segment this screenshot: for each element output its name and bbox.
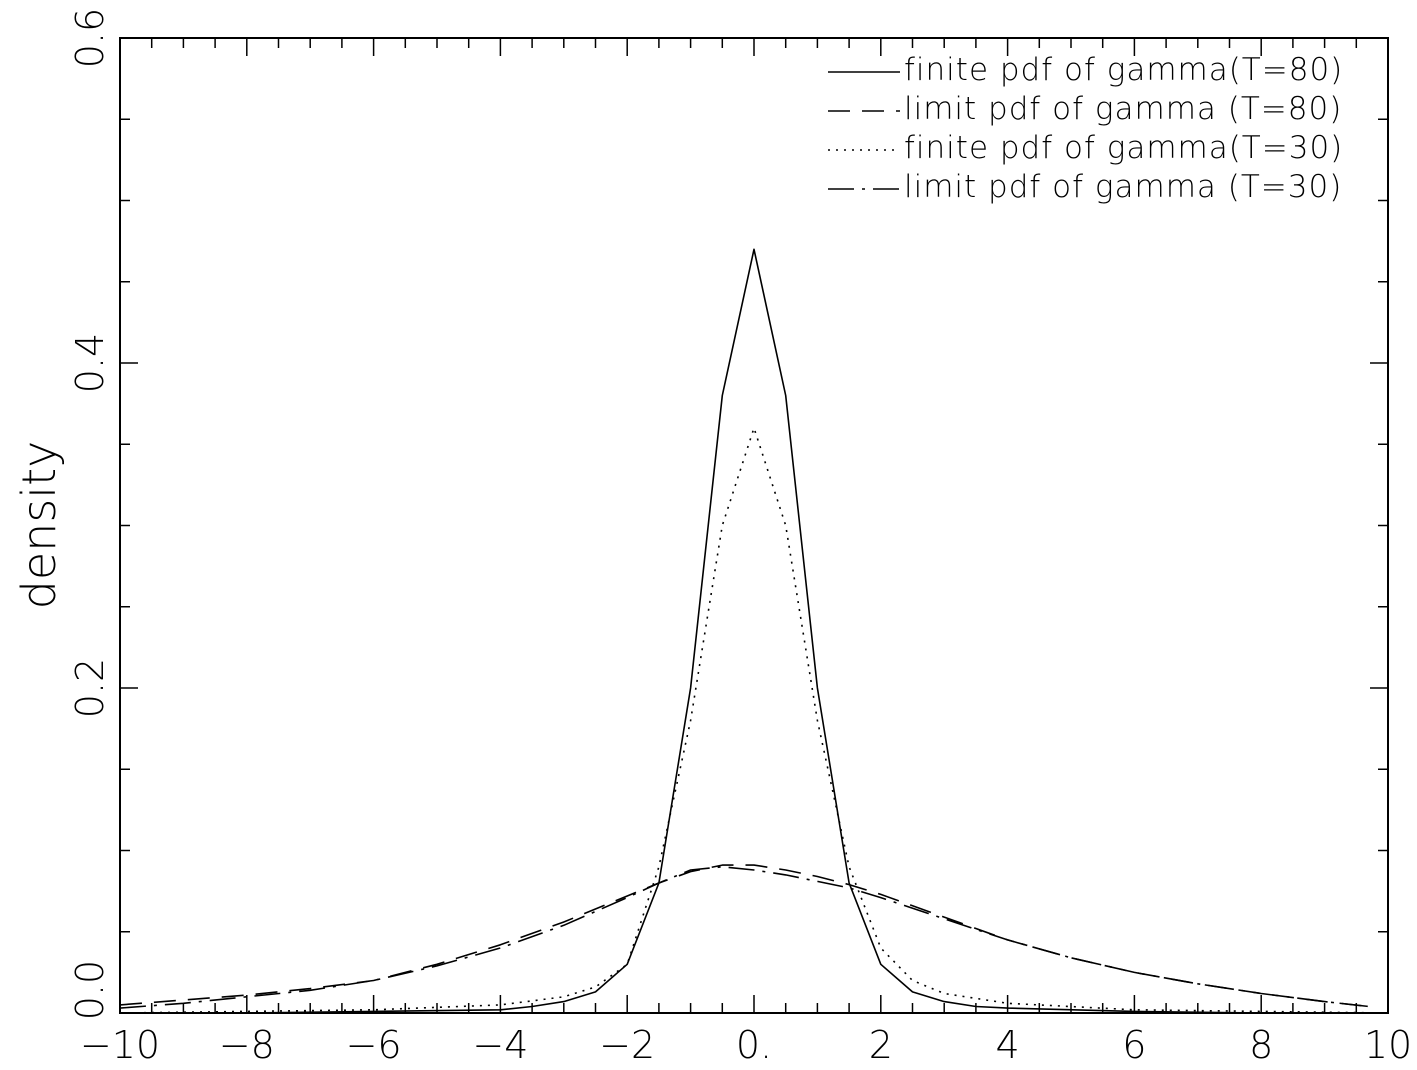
series-line-2	[119, 864, 1370, 1008]
x-tick-label: 10	[1364, 1023, 1412, 1067]
y-tick-label: 0.2	[68, 658, 112, 718]
legend-label-4: limit pdf of gamma (T=30)	[904, 169, 1342, 205]
x-tick-label: 4	[996, 1023, 1020, 1067]
legend-label-2: limit pdf of gamma (T=80)	[904, 91, 1342, 127]
x-tick-label: −2	[599, 1023, 655, 1067]
x-tick-label: 0.	[736, 1023, 772, 1067]
legend: finite pdf of gamma(T=80)limit pdf of ga…	[828, 52, 1343, 205]
legend-label-1: finite pdf of gamma(T=80)	[904, 52, 1343, 88]
x-tick-label: 8	[1249, 1023, 1273, 1067]
x-tick-label: −4	[472, 1023, 528, 1067]
y-axis-label: density	[12, 441, 66, 610]
series-line-4	[119, 865, 1370, 1009]
y-tick-label: 0.4	[68, 333, 112, 393]
x-tick-label: 2	[869, 1023, 893, 1067]
x-tick-label: 6	[1122, 1023, 1146, 1067]
series-line-1	[120, 248, 1388, 1014]
x-tick-labels: −10 −8 −6 −4 −2 0. 2 4 6 8 10	[80, 1023, 1412, 1067]
legend-label-3: finite pdf of gamma(T=30)	[904, 130, 1343, 166]
y-tick-label: 0.0	[68, 960, 112, 1020]
series-layer	[119, 248, 1389, 1014]
x-tick-label: −6	[346, 1023, 402, 1067]
y-tick-label: 0.6	[68, 8, 112, 68]
series-line-3	[119, 427, 1389, 1014]
x-tick-label: −8	[219, 1023, 275, 1067]
x-tick-label: −10	[80, 1023, 160, 1067]
y-tick-labels: 0.0 0.2 0.4 0.6	[68, 8, 112, 1020]
